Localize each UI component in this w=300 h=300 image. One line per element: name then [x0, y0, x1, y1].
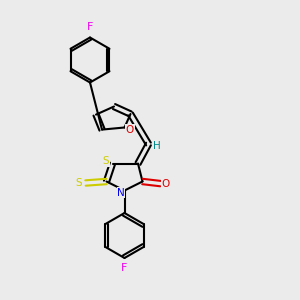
- Text: O: O: [126, 125, 134, 135]
- Text: O: O: [162, 178, 170, 189]
- Text: F: F: [87, 22, 93, 32]
- Text: N: N: [117, 188, 125, 198]
- Text: S: S: [103, 156, 109, 166]
- Text: F: F: [121, 262, 128, 273]
- Text: S: S: [76, 178, 82, 188]
- Text: H: H: [153, 141, 161, 152]
